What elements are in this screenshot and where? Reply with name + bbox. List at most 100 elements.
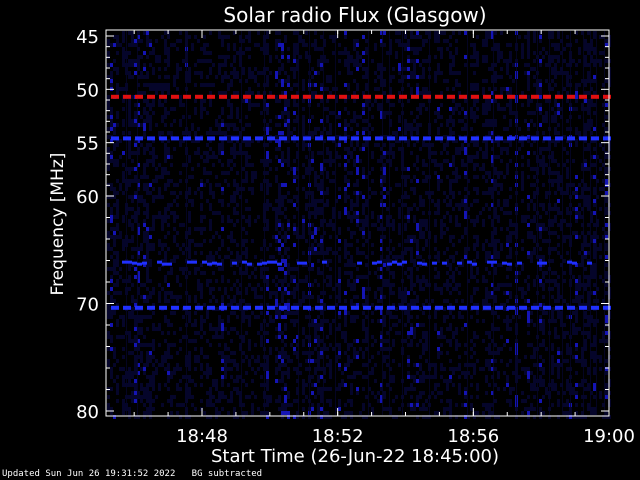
spectrogram-cell [293,243,296,247]
spectrogram-cell [476,215,479,219]
spectrogram-cell [353,303,356,307]
spectrogram-cell [266,287,269,291]
spectrogram-cell [320,291,323,295]
spectrogram-cell [365,47,368,51]
spectrogram-cell [314,367,317,371]
spectrogram-cell [494,383,497,387]
spectrogram-cell [251,391,254,395]
spectrogram-cell [128,315,131,319]
spectrogram-cell [179,143,182,147]
spectrogram-cell [440,71,443,75]
spectrogram-cell [425,339,428,343]
spectrogram-cell [173,295,176,299]
spectrogram-cell [137,355,140,359]
spectrogram-cell [314,203,317,207]
spectrogram-cell [317,175,320,179]
spectrogram-cell [380,395,383,399]
spectrogram-cell [137,31,140,35]
spectrogram-cell [137,111,140,115]
spectrogram-cell [356,387,359,391]
spectrogram-cell [398,199,401,203]
spectrogram-cell [134,247,137,251]
spectrogram-cell [287,267,290,271]
spectrogram-cell [146,263,149,267]
spectrogram-cell [305,295,308,299]
spectrogram-cell [488,291,491,295]
spectrogram-cell [320,219,323,223]
spectrogram-cell [230,103,233,107]
spectrogram-cell [503,147,506,151]
spectrogram-cell [464,343,467,347]
spectrogram-cell [296,379,299,383]
spectrogram-cell [506,227,509,231]
spectrogram-cell [278,331,281,335]
spectrogram-cell [446,259,449,263]
spectrogram-cell [194,83,197,87]
spectrogram-cell [338,311,341,315]
spectrogram-cell [368,387,371,391]
spectrogram-cell [356,155,359,159]
spectrogram-cell [131,391,134,395]
spectrogram-cell [152,219,155,223]
spectrogram-cell [245,199,248,203]
spectrogram-cell [425,375,428,379]
spectrogram-cell [431,143,434,147]
spectrogram-cell [422,259,425,263]
spectrogram-cell [410,407,413,411]
spectrogram-cell [494,415,497,419]
spectrogram-cell [197,59,200,63]
spectrogram-cell [266,171,269,175]
spectrogram-cell [281,279,284,283]
spectrogram-cell [110,127,113,131]
spectrogram-cell [449,219,452,223]
spectrogram-cell [488,359,491,363]
spectrogram-cell [410,303,413,307]
spectrogram-cell [443,39,446,43]
spectrogram-cell [194,339,197,343]
spectrogram-cell [143,151,146,155]
spectrogram-cell [275,291,278,295]
spectrogram-cell [407,291,410,295]
spectrogram-cell [236,287,239,291]
spectrogram-cell [275,147,278,151]
spectrogram-cell [278,183,281,187]
spectrogram-cell [182,243,185,247]
spectrogram-cell [131,299,134,303]
spectrogram-cell [398,39,401,43]
spectrogram-cell [446,195,449,199]
spectrogram-cell [446,87,449,91]
spectrogram-cell [167,379,170,383]
spectrogram-cell [422,43,425,47]
spectrogram-cell [233,179,236,183]
spectrogram-cell [476,155,479,159]
spectrogram-cell [455,327,458,331]
spectrogram-cell [314,335,317,339]
spectrogram-cell [344,315,347,319]
spectrogram-cell [167,415,170,419]
spectrogram-cell [533,207,536,211]
spectrogram-cell [329,91,332,95]
spectrogram-cell [242,351,245,355]
spectrogram-cell [344,299,347,303]
spectrogram-heatmap [107,31,611,419]
spectrogram-cell [362,303,365,307]
spectrogram-cell [302,187,305,191]
spectrogram-cell [407,99,410,103]
spectrogram-cell [248,275,251,279]
spectrogram-cell [296,115,299,119]
spectrogram-cell [269,315,272,319]
spectrogram-cell [497,371,500,375]
spectrogram-cell [287,307,290,311]
spectrogram-cell [215,411,218,415]
spectrogram-cell [476,311,479,315]
spectrogram-cell [365,335,368,339]
spectrogram-cell [107,127,110,131]
spectrogram-cell [155,395,158,399]
spectrogram-cell [350,303,353,307]
spectrogram-cell [182,139,185,143]
spectrogram-cell [233,327,236,331]
spectrogram-cell [170,203,173,207]
spectrogram-cell [122,315,125,319]
spectrogram-cell [137,275,140,279]
spectrogram-cell [284,159,287,163]
